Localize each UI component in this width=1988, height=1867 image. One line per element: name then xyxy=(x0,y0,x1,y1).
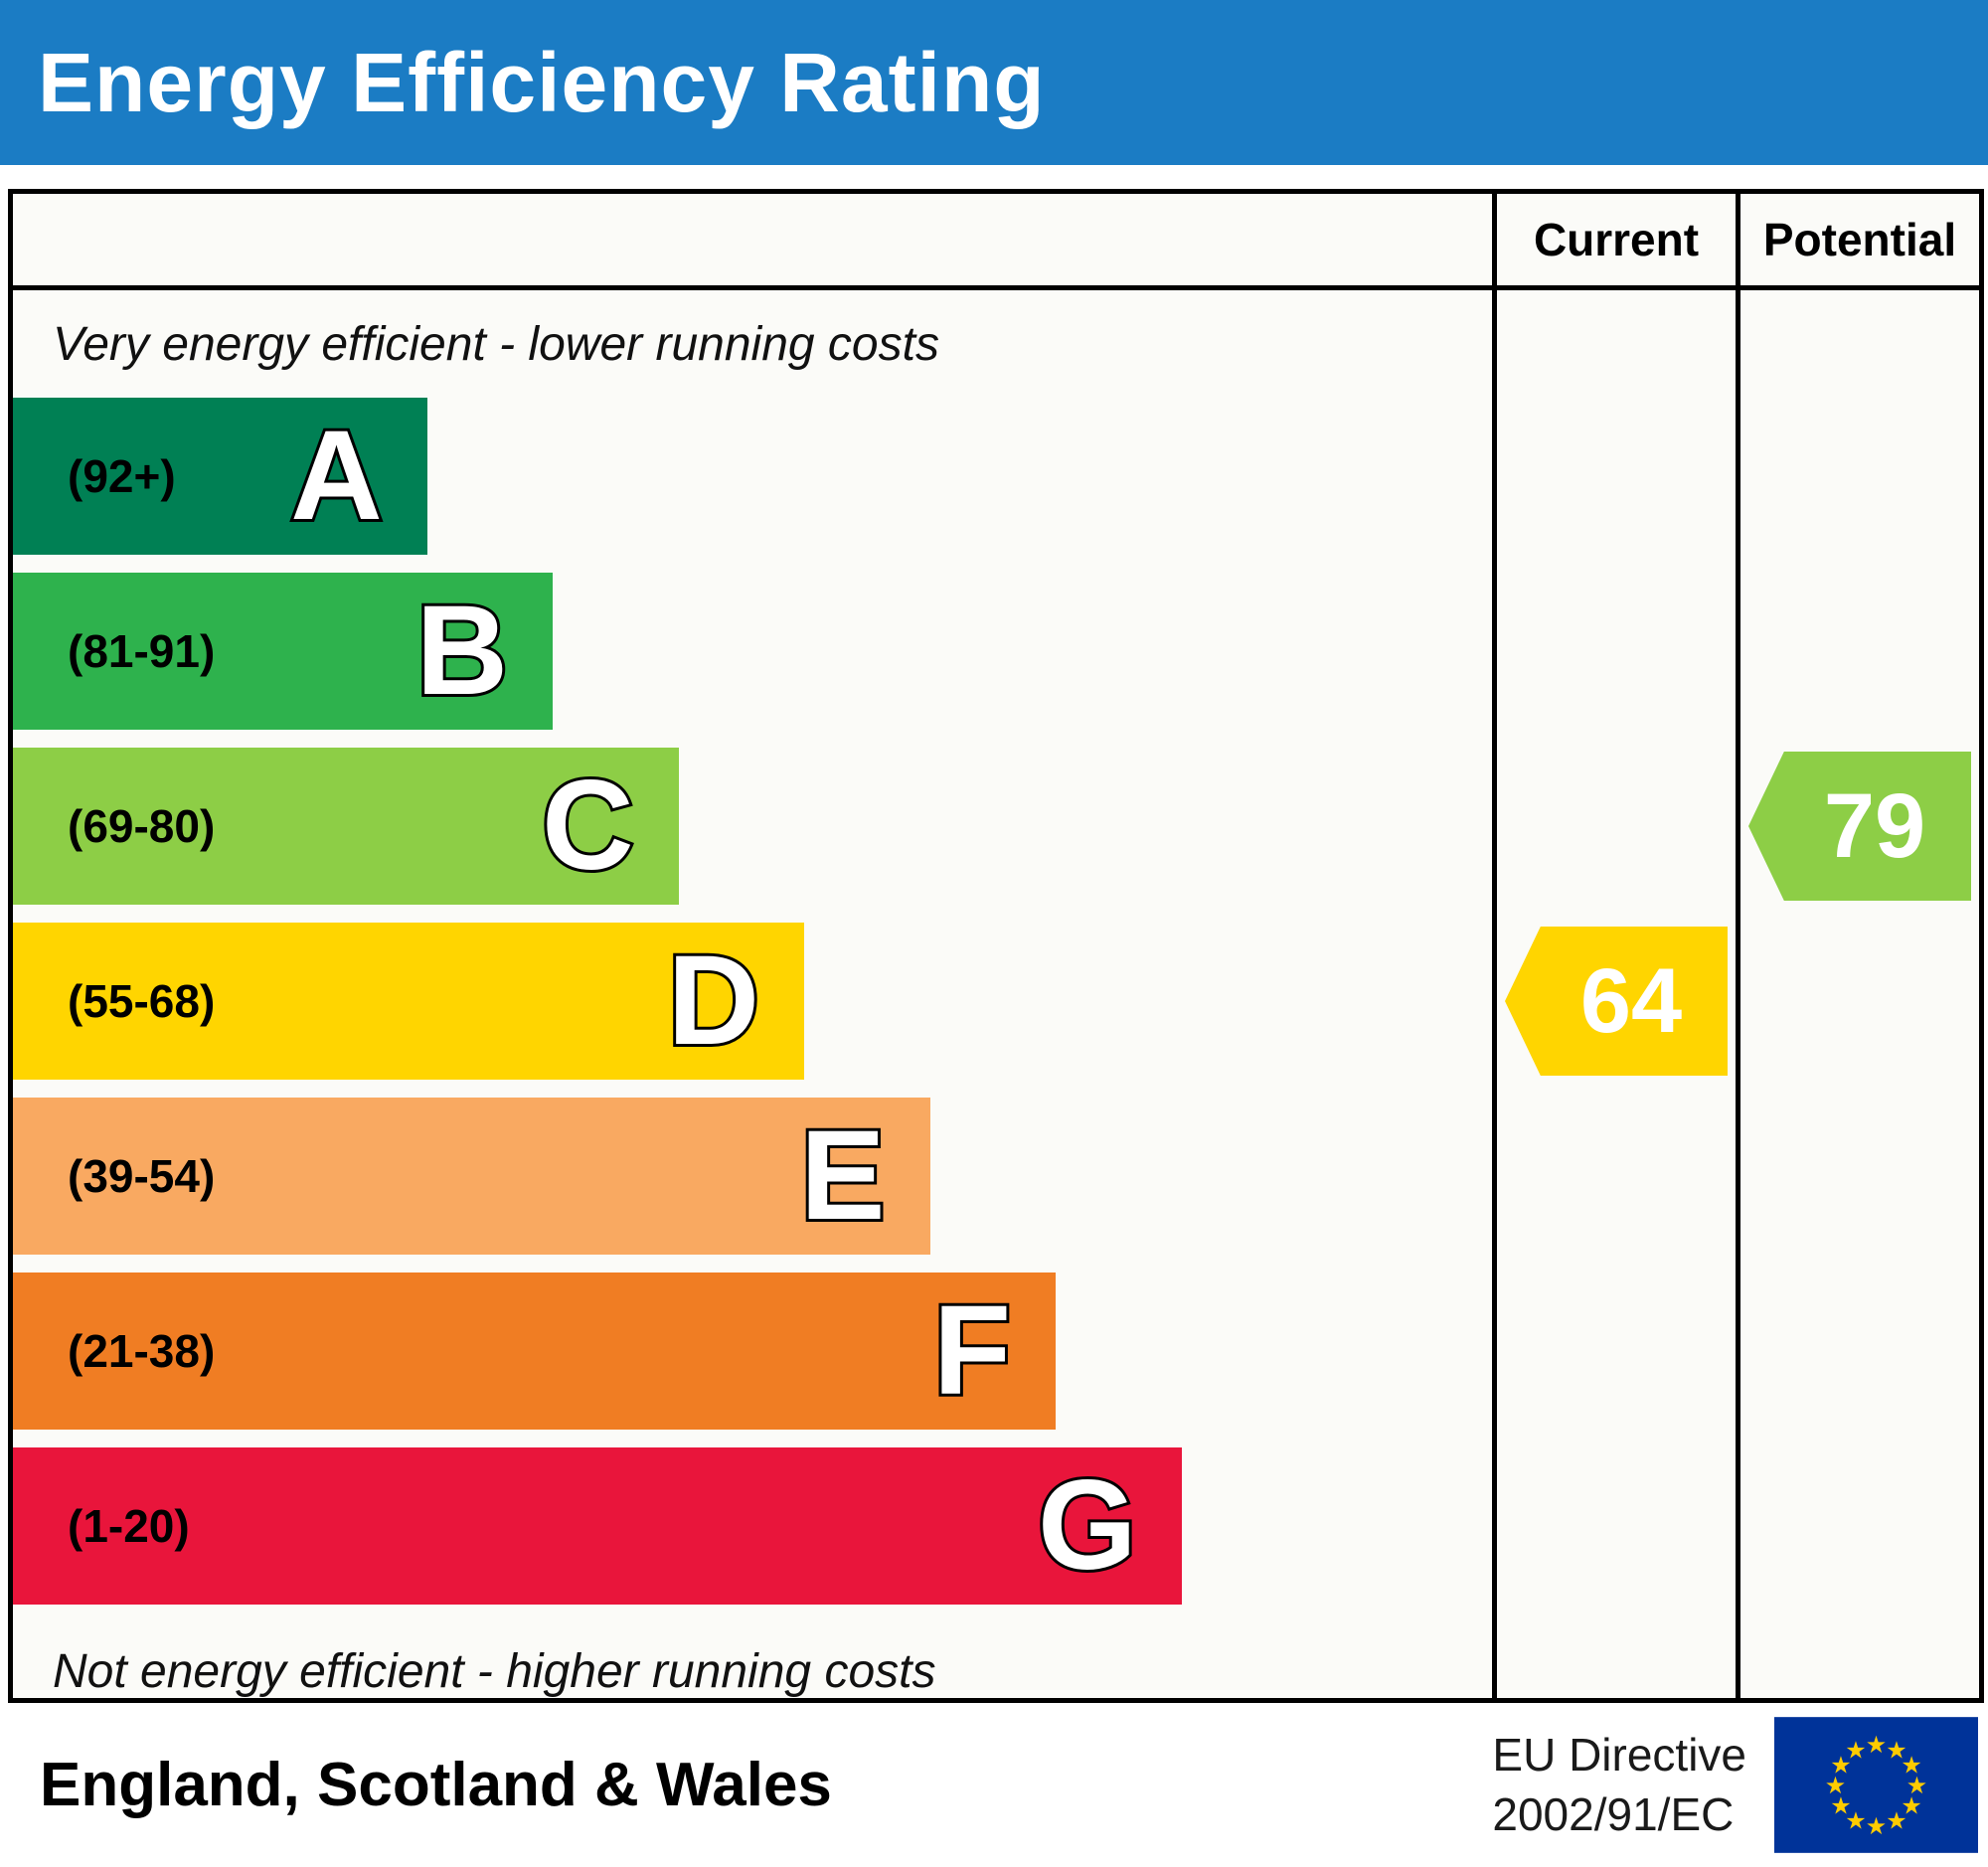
band-row: (69-80) C xyxy=(13,748,1492,905)
svg-text:★: ★ xyxy=(1906,1772,1927,1799)
band-chart-column: Very energy efficient - lower running co… xyxy=(13,290,1492,1703)
column-header-current: Current xyxy=(1492,194,1736,285)
svg-text:★: ★ xyxy=(1866,1812,1887,1840)
svg-text:★: ★ xyxy=(1901,1792,1921,1820)
svg-text:★: ★ xyxy=(1845,1737,1866,1765)
band-row: (1-20) G xyxy=(13,1447,1492,1605)
current-rating-arrow: 64 xyxy=(1505,927,1728,1076)
band-bar: (1-20) G xyxy=(13,1447,1182,1605)
svg-text:★: ★ xyxy=(1866,1731,1887,1759)
eu-directive-line2: 2002/91/EC xyxy=(1492,1787,1735,1840)
svg-text:★: ★ xyxy=(1845,1807,1866,1835)
band-row: (21-38) F xyxy=(13,1273,1492,1430)
band-bar: (69-80) C xyxy=(13,748,679,905)
eu-directive-line1: EU Directive xyxy=(1492,1728,1746,1781)
svg-text:★: ★ xyxy=(1830,1752,1851,1780)
caption-top: Very energy efficient - lower running co… xyxy=(53,317,939,371)
column-header-potential: Potential xyxy=(1736,194,1979,285)
band-row: (55-68) D xyxy=(13,923,1492,1080)
current-column: 64 xyxy=(1492,290,1736,1703)
table-header-spacer xyxy=(13,194,1492,285)
rating-table: Current Potential Very energy efficient … xyxy=(8,189,1984,1703)
table-header-row: Current Potential xyxy=(13,194,1979,290)
band-letter: F xyxy=(930,1279,1014,1422)
svg-text:★: ★ xyxy=(1825,1772,1846,1799)
band-range-label: (21-38) xyxy=(68,1325,216,1377)
svg-text:★: ★ xyxy=(1901,1752,1921,1780)
region-label: England, Scotland & Wales xyxy=(40,1751,832,1819)
band-bar: (55-68) D xyxy=(13,923,805,1080)
band-letter: E xyxy=(797,1104,888,1247)
band-letter: C xyxy=(539,755,636,897)
band-range-label: (69-80) xyxy=(68,800,216,852)
header-bar: Energy Efficiency Rating xyxy=(0,0,1988,165)
page-title: Energy Efficiency Rating xyxy=(38,35,1046,129)
band-letter: D xyxy=(665,930,762,1072)
band-bar: (81-91) B xyxy=(13,573,554,730)
svg-text:★: ★ xyxy=(1886,1737,1906,1765)
table-body: Very energy efficient - lower running co… xyxy=(13,290,1979,1703)
band-letter: A xyxy=(287,405,385,547)
band-row: (39-54) E xyxy=(13,1098,1492,1255)
eu-directive-label: EU Directive 2002/91/EC xyxy=(1492,1726,1746,1845)
band-range-label: (1-20) xyxy=(68,1500,190,1552)
eu-flag-icon: ★ ★ ★ ★ ★ ★ ★ ★ ★ ★ ★ ★ xyxy=(1774,1717,1978,1853)
potential-column: 79 xyxy=(1736,290,1979,1703)
band-range-label: (55-68) xyxy=(68,975,216,1027)
band-bar: (92+) A xyxy=(13,398,427,555)
band-letter: B xyxy=(414,580,511,722)
band-row: (92+) A xyxy=(13,398,1492,555)
potential-rating-value: 79 xyxy=(1823,775,1926,877)
band-bar: (21-38) F xyxy=(13,1273,1057,1430)
band-bar: (39-54) E xyxy=(13,1098,930,1255)
band-range-label: (39-54) xyxy=(68,1150,216,1202)
band-range-label: (92+) xyxy=(68,450,176,502)
band-row: (81-91) B xyxy=(13,573,1492,730)
caption-bottom: Not energy efficient - higher running co… xyxy=(53,1645,936,1698)
potential-rating-arrow: 79 xyxy=(1748,752,1971,901)
svg-text:★: ★ xyxy=(1886,1807,1906,1835)
current-rating-value: 64 xyxy=(1579,950,1683,1052)
footer: England, Scotland & Wales EU Directive 2… xyxy=(0,1703,1988,1867)
svg-text:★: ★ xyxy=(1830,1792,1851,1820)
band-letter: G xyxy=(1035,1454,1140,1597)
band-range-label: (81-91) xyxy=(68,625,216,677)
